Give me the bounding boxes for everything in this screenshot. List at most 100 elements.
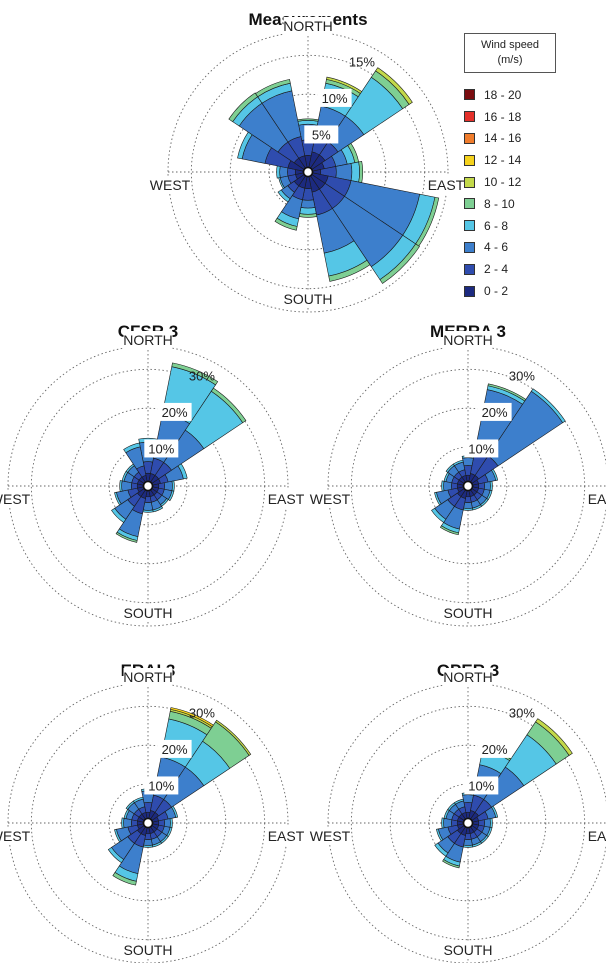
petal	[431, 488, 466, 523]
petal	[445, 463, 466, 484]
ring-label: 10%	[148, 441, 174, 456]
legend-item: 18 - 20	[464, 84, 556, 106]
petal-segment	[123, 442, 141, 454]
ring-label-bg	[464, 439, 499, 458]
petal-segment	[132, 796, 144, 804]
legend-item: 14 - 16	[464, 128, 556, 150]
petal	[114, 486, 145, 506]
legend-swatch	[464, 154, 475, 166]
legend-label: 12 - 14	[484, 153, 522, 168]
compass-label-bg	[283, 290, 333, 308]
petal-segment	[483, 818, 491, 828]
ring-label: 30%	[509, 705, 535, 720]
legend-label: 14 - 16	[484, 131, 522, 146]
compass-north: NORTH	[123, 332, 173, 348]
grid-ring	[69, 407, 227, 565]
petal	[151, 486, 175, 502]
petal-segment	[452, 459, 464, 467]
legend-item: 6 - 8	[464, 215, 556, 237]
compass-east: EAST	[268, 491, 305, 507]
ring-label-bg	[464, 776, 499, 795]
compass-label-bg	[585, 490, 606, 508]
legend-item: 12 - 14	[464, 149, 556, 171]
ring-label-bg	[477, 739, 512, 758]
compass-south: SOUTH	[124, 942, 173, 958]
compass-label-bg	[0, 827, 31, 845]
petal-segment	[434, 842, 449, 857]
center-marker	[462, 480, 474, 492]
petal-segment	[114, 828, 122, 843]
legend-label: 6 - 8	[484, 218, 509, 233]
petal-segment	[489, 817, 493, 829]
wind-speed-legend: Wind speed (m/s) 18 - 20 16 - 18 14 - 16 12…	[464, 33, 556, 302]
center-marker	[142, 480, 154, 492]
petal-segment	[210, 387, 247, 424]
compass-label-bg	[123, 668, 173, 686]
petal	[308, 175, 371, 282]
grid-ring	[428, 446, 508, 526]
petal	[121, 817, 144, 829]
petal-segment	[167, 490, 175, 502]
legend-item: 8 - 10	[464, 193, 556, 215]
compass-label-bg	[265, 827, 307, 845]
legend-swatch	[464, 220, 475, 232]
grid-ring	[69, 744, 227, 902]
petal-segment	[276, 165, 281, 179]
petal	[121, 470, 145, 486]
petal-segment	[442, 859, 460, 869]
petal	[454, 798, 468, 820]
petal-segment	[299, 207, 317, 215]
petal	[434, 825, 466, 857]
compass-south: SOUTH	[444, 605, 493, 621]
center-marker	[142, 817, 154, 829]
compass-north: NORTH	[123, 669, 173, 685]
compass-south: SOUTH	[284, 291, 333, 307]
legend-swatch	[464, 132, 475, 144]
outer-grid-circle	[7, 682, 289, 963]
legend-item: 16 - 18	[464, 106, 556, 128]
petal-segment	[171, 480, 175, 492]
petal-segment	[431, 507, 447, 523]
petal-segment	[462, 507, 474, 511]
ring-label: 30%	[189, 368, 215, 383]
compass-label-bg	[0, 490, 31, 508]
ring-label: 10%	[468, 778, 494, 793]
petal-segment	[491, 468, 499, 481]
compass-label-bg	[283, 17, 333, 35]
ring-label: 30%	[509, 368, 535, 383]
compass-north: NORTH	[443, 669, 493, 685]
legend-title: Wind speed (m/s)	[464, 33, 556, 73]
legend-label: 8 - 10	[484, 196, 515, 211]
petal-segment	[112, 872, 137, 886]
legend-item: 2 - 4	[464, 258, 556, 280]
petal	[470, 388, 566, 484]
petal-segment	[441, 480, 445, 492]
legend-label: 10 - 12	[484, 175, 522, 190]
compass-label-bg	[443, 604, 493, 622]
petal-segment	[142, 844, 154, 848]
compass-label-bg	[123, 331, 173, 349]
petal-segment	[463, 838, 473, 846]
petal-segment	[491, 805, 499, 818]
compass-label-bg	[309, 490, 351, 508]
petal	[471, 805, 499, 823]
legend-label: 18 - 20	[484, 87, 522, 102]
petal-segment	[300, 199, 316, 209]
compass-west: WEST	[150, 177, 191, 193]
petal	[441, 817, 464, 829]
petal	[471, 468, 499, 486]
petal-segment	[169, 817, 173, 829]
ring-label: 20%	[162, 742, 188, 757]
petal-segment	[274, 217, 298, 231]
compass-west: WEST	[0, 491, 31, 507]
compass-label-bg	[123, 604, 173, 622]
ring-label-bg	[144, 776, 179, 795]
petal	[107, 825, 146, 864]
legend-label: 0 - 2	[484, 284, 509, 299]
grid-ring	[108, 783, 188, 863]
petal	[150, 488, 169, 507]
petal	[112, 826, 148, 886]
compass-label-bg	[265, 490, 307, 508]
petal-segment	[375, 67, 413, 105]
